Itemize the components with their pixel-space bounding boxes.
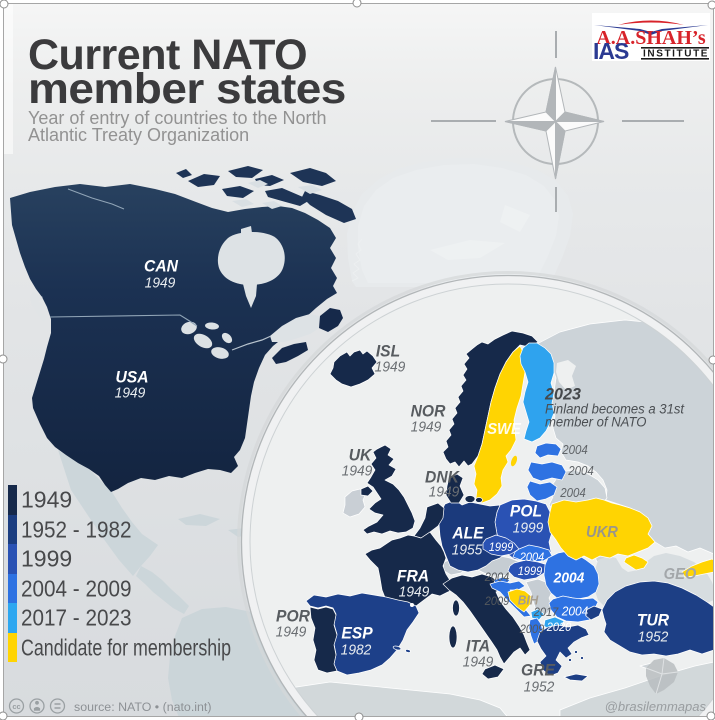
svg-text:cc: cc [12,702,20,711]
svg-text:A.A.SHAH’s: A.A.SHAH’s [596,27,705,49]
svg-text:IAS: IAS [593,38,629,61]
svg-text:INSTITUTE: INSTITUTE [643,49,709,60]
